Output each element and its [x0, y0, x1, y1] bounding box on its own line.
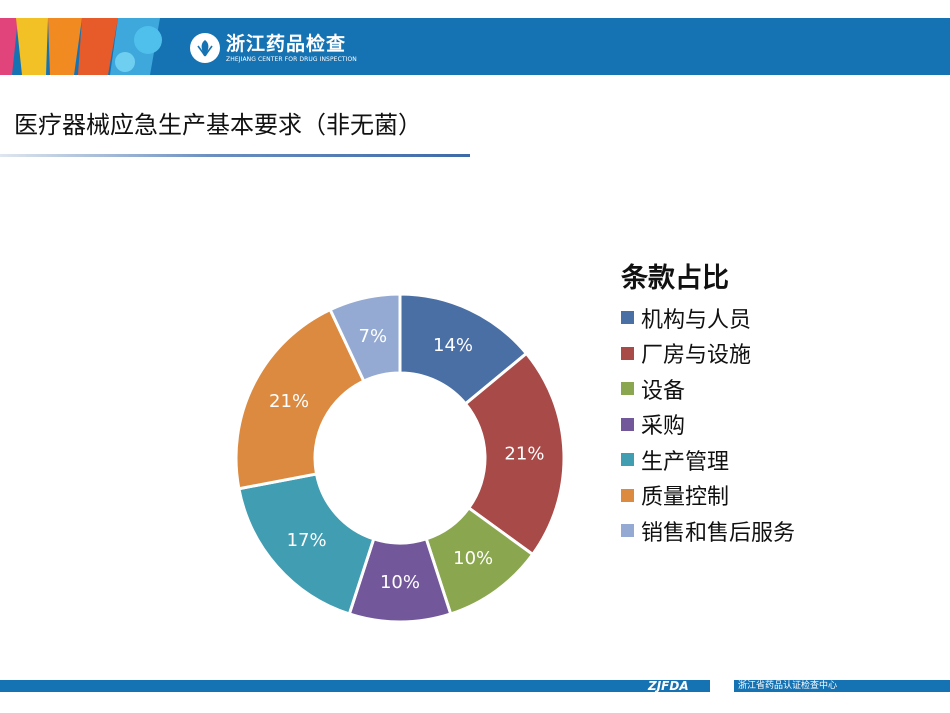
- donut-slice-2: [463, 351, 566, 557]
- legend-item: 机构与人员: [621, 300, 795, 336]
- legend-label: 厂房与设施: [641, 343, 752, 369]
- header-bar: 浙江药品检查 ZHEJIANG CENTER FOR DRUG INSPECTI…: [0, 18, 950, 75]
- chart-legend: 条款占比 机构与人员厂房与设施设备采购生产管理质量控制销售和售后服务: [621, 264, 795, 549]
- legend-label: 采购: [641, 414, 686, 440]
- legend-swatch: [621, 524, 634, 538]
- legend-label: 质量控制: [641, 485, 730, 511]
- footer-brand: ZJFDA: [648, 679, 689, 693]
- footer-organization: 浙江省药品认证检查中心: [738, 681, 838, 691]
- slice-label-3: 10%: [453, 548, 493, 569]
- legend-swatch: [621, 382, 634, 396]
- donut-chart: 14% 21% 10% 10% 17% 21% 7%: [234, 292, 566, 624]
- title-underline: [0, 154, 470, 157]
- donut-slice-5: [237, 472, 376, 616]
- logo-emblem-icon: [190, 33, 220, 63]
- legend-swatch: [621, 488, 634, 502]
- legend-label: 生产管理: [641, 449, 730, 475]
- legend-label: 设备: [641, 378, 686, 404]
- legend-label: 机构与人员: [641, 307, 752, 333]
- logo-title: 浙江药品检查: [226, 32, 347, 55]
- legend-item: 质量控制: [621, 478, 795, 514]
- legend-label: 销售和售后服务: [641, 520, 796, 546]
- donut-slice-7: [328, 292, 402, 384]
- footer-separator: [710, 680, 734, 692]
- legend-item: 厂房与设施: [621, 336, 795, 372]
- legend-item: 采购: [621, 407, 795, 443]
- slice-label-2: 21%: [504, 444, 544, 465]
- slice-label-1: 14%: [433, 335, 473, 356]
- slide-title: 医疗器械应急生产基本要求（非无菌）: [14, 111, 422, 139]
- logo-subtitle: ZHEJIANG CENTER FOR DRUG INSPECTION: [226, 55, 357, 63]
- legend-swatch: [621, 417, 634, 431]
- slice-label-7: 7%: [359, 326, 388, 347]
- donut-slice-6: [234, 307, 366, 491]
- footer-bar: ZJFDA 浙江省药品认证检查中心: [0, 680, 950, 692]
- legend-item: 生产管理: [621, 442, 795, 478]
- logo: 浙江药品检查 ZHEJIANG CENTER FOR DRUG INSPECTI…: [190, 29, 357, 67]
- legend-title: 条款占比: [621, 263, 729, 294]
- legend-swatch: [621, 453, 634, 467]
- legend-item: 设备: [621, 371, 795, 407]
- slice-label-6: 21%: [269, 391, 309, 412]
- legend-swatch: [621, 311, 634, 325]
- legend-item: 销售和售后服务: [621, 513, 795, 549]
- slice-label-5: 17%: [287, 530, 327, 551]
- decorative-shapes: [0, 18, 185, 75]
- legend-swatch: [621, 346, 634, 360]
- slice-label-4: 10%: [380, 572, 420, 593]
